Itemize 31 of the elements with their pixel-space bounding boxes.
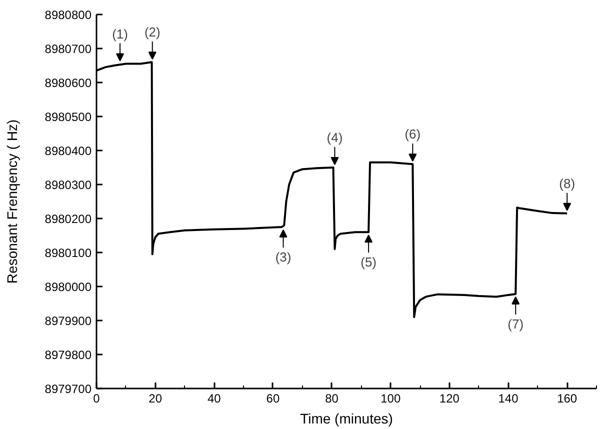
- x-tick-label: 140: [498, 392, 519, 406]
- x-tick-label: 20: [148, 392, 162, 406]
- x-tick-label: 40: [207, 392, 222, 406]
- x-tick-label: 160: [557, 392, 578, 406]
- annotation: (2): [144, 24, 160, 40]
- y-tick-label: 8979700: [44, 382, 92, 396]
- y-tick-label: 8980600: [44, 76, 92, 90]
- y-tick-label: 8979900: [44, 314, 92, 328]
- x-tick-label: 100: [380, 392, 401, 406]
- annotation: (7): [508, 316, 524, 332]
- annotation: (4): [326, 130, 343, 146]
- y-tick-label: 8980300: [44, 178, 92, 192]
- y-tick-label: 8980200: [44, 212, 92, 226]
- y-tick-label: 8980700: [44, 42, 92, 56]
- y-tick-label: 8980500: [44, 110, 92, 124]
- x-axis-title: Time (minutes): [300, 410, 393, 426]
- y-tick-label: 8980400: [44, 144, 92, 158]
- y-tick-label: 8980000: [44, 280, 92, 294]
- annotation: (5): [360, 254, 377, 270]
- annotation: (3): [275, 249, 292, 264]
- x-tick-label: 0: [93, 392, 100, 406]
- x-tick-label: 120: [439, 392, 460, 406]
- annotation: (1): [112, 26, 128, 42]
- annotation: (8): [559, 176, 576, 191]
- annotation: (6): [404, 126, 421, 142]
- y-tick-label: 8980100: [44, 246, 92, 260]
- x-tick-label: 80: [325, 392, 339, 406]
- y-axis-title: Resonant Frenqency ( Hz): [4, 119, 20, 284]
- y-tick-label: 8979800: [44, 348, 92, 362]
- x-tick-label: 60: [266, 392, 280, 406]
- y-tick-label: 8980800: [44, 8, 92, 22]
